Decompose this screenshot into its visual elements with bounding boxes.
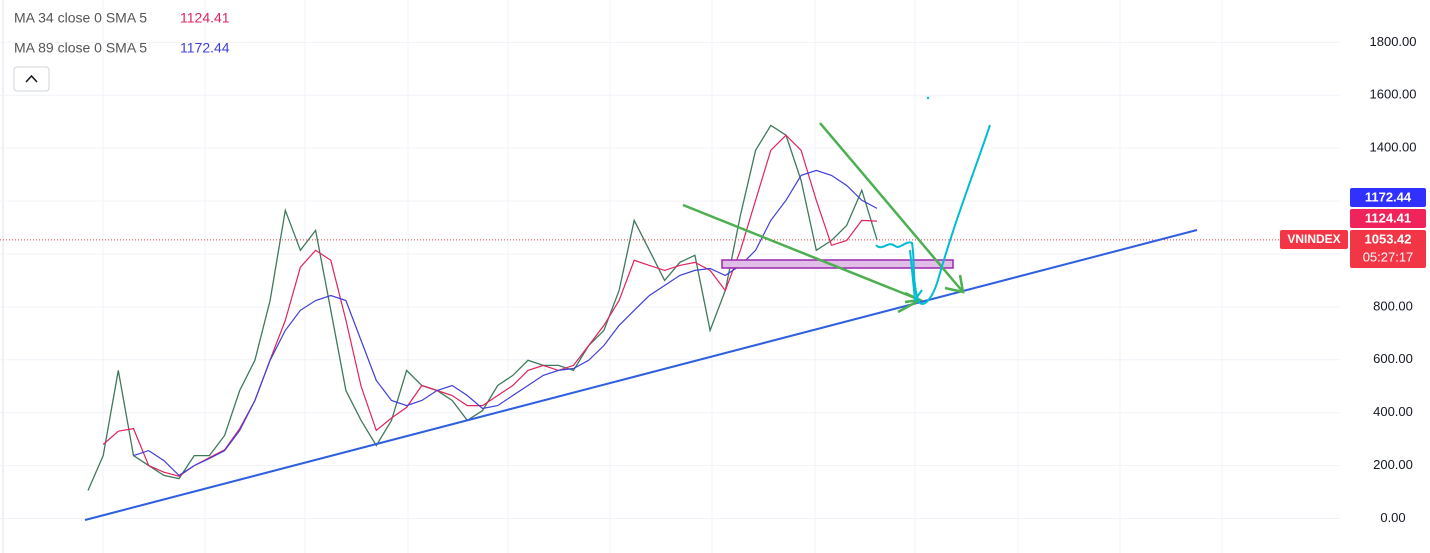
legend-value: 1124.41 (180, 10, 230, 26)
cyan-dot (926, 96, 930, 100)
ma89-tag: 1172.44 (1365, 189, 1412, 204)
price-axis (1340, 0, 1430, 553)
ma34-tag: 1124.41 (1365, 210, 1411, 225)
grid (0, 41, 1340, 520)
y-tick-label: 400.00 (1373, 404, 1413, 419)
cyan-arrow (909, 249, 923, 303)
collapse-button[interactable] (13, 66, 50, 92)
y-tick-label: 1400.00 (1370, 140, 1417, 155)
legend-name: MA 89 close 0 SMA 5 (14, 40, 147, 56)
symbol-tag-bg (1280, 230, 1348, 249)
y-tick-label: 800.00 (1373, 298, 1413, 313)
countdown: 05:27:17 (1363, 249, 1414, 264)
series-line (102, 134, 878, 477)
ma34-tag-bg (1350, 209, 1426, 228)
series-line (133, 169, 878, 477)
trend-line (84, 229, 1198, 521)
price-tag: 1053.42 (1365, 231, 1412, 246)
cyan-sketch (875, 124, 991, 305)
price-tag-bg (1350, 230, 1426, 268)
drawings (84, 96, 1198, 521)
legend-name: MA 34 close 0 SMA 5 (14, 10, 147, 26)
y-tick-label: 600.00 (1373, 351, 1413, 366)
symbol-tag: VNINDEX (1287, 232, 1340, 246)
y-tick-label: 0.00 (1380, 510, 1405, 525)
y-tick-label: 1600.00 (1370, 87, 1417, 102)
legend-value: 1172.44 (180, 40, 230, 56)
plot (0, 124, 1340, 491)
y-tick-label: 1800.00 (1370, 34, 1417, 49)
ma89-tag-bg (1350, 188, 1426, 207)
green-arrows (682, 122, 965, 314)
series-line (87, 124, 878, 491)
y-tick-label: 200.00 (1373, 457, 1413, 472)
